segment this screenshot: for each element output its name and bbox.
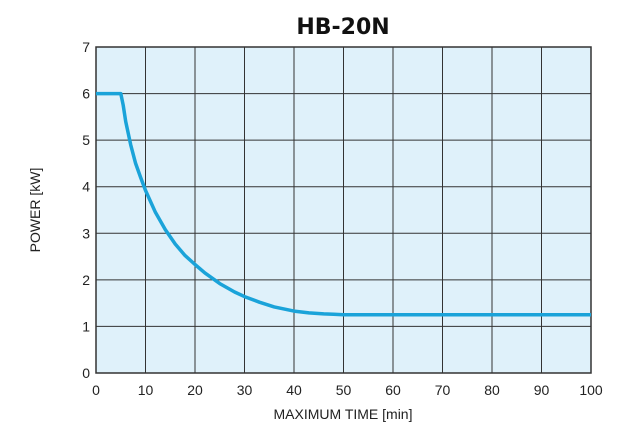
x-tick-label: 50 [336, 382, 352, 398]
y-tick-label: 7 [82, 39, 90, 55]
x-tick-label: 90 [534, 382, 550, 398]
x-tick-label: 60 [385, 382, 401, 398]
y-axis-ticks: 0 1 2 3 4 5 6 7 [82, 39, 90, 381]
x-tick-label: 100 [579, 382, 603, 398]
x-tick-label: 70 [435, 382, 451, 398]
x-tick-label: 0 [92, 382, 100, 398]
x-tick-label: 20 [187, 382, 203, 398]
x-axis-ticks: 0 10 20 30 40 50 60 70 80 90 100 [92, 382, 603, 398]
y-tick-label: 1 [82, 318, 90, 334]
grid-lines [95, 46, 592, 374]
y-axis-label: POWER [kW] [27, 168, 43, 253]
y-tick-label: 4 [82, 179, 90, 195]
y-tick-label: 6 [82, 86, 90, 102]
chart-title: HB-20N [296, 15, 389, 40]
x-tick-label: 30 [237, 382, 253, 398]
x-tick-label: 80 [484, 382, 500, 398]
y-tick-label: 3 [82, 225, 90, 241]
x-tick-label: 40 [286, 382, 302, 398]
x-axis-label: MAXIMUM TIME [min] [274, 406, 413, 422]
y-tick-label: 0 [82, 365, 90, 381]
y-tick-label: 2 [82, 272, 90, 288]
power-curve-line [96, 91, 591, 317]
x-tick-label: 10 [138, 382, 154, 398]
plot-frame [95, 46, 592, 374]
y-tick-label: 5 [82, 132, 90, 148]
